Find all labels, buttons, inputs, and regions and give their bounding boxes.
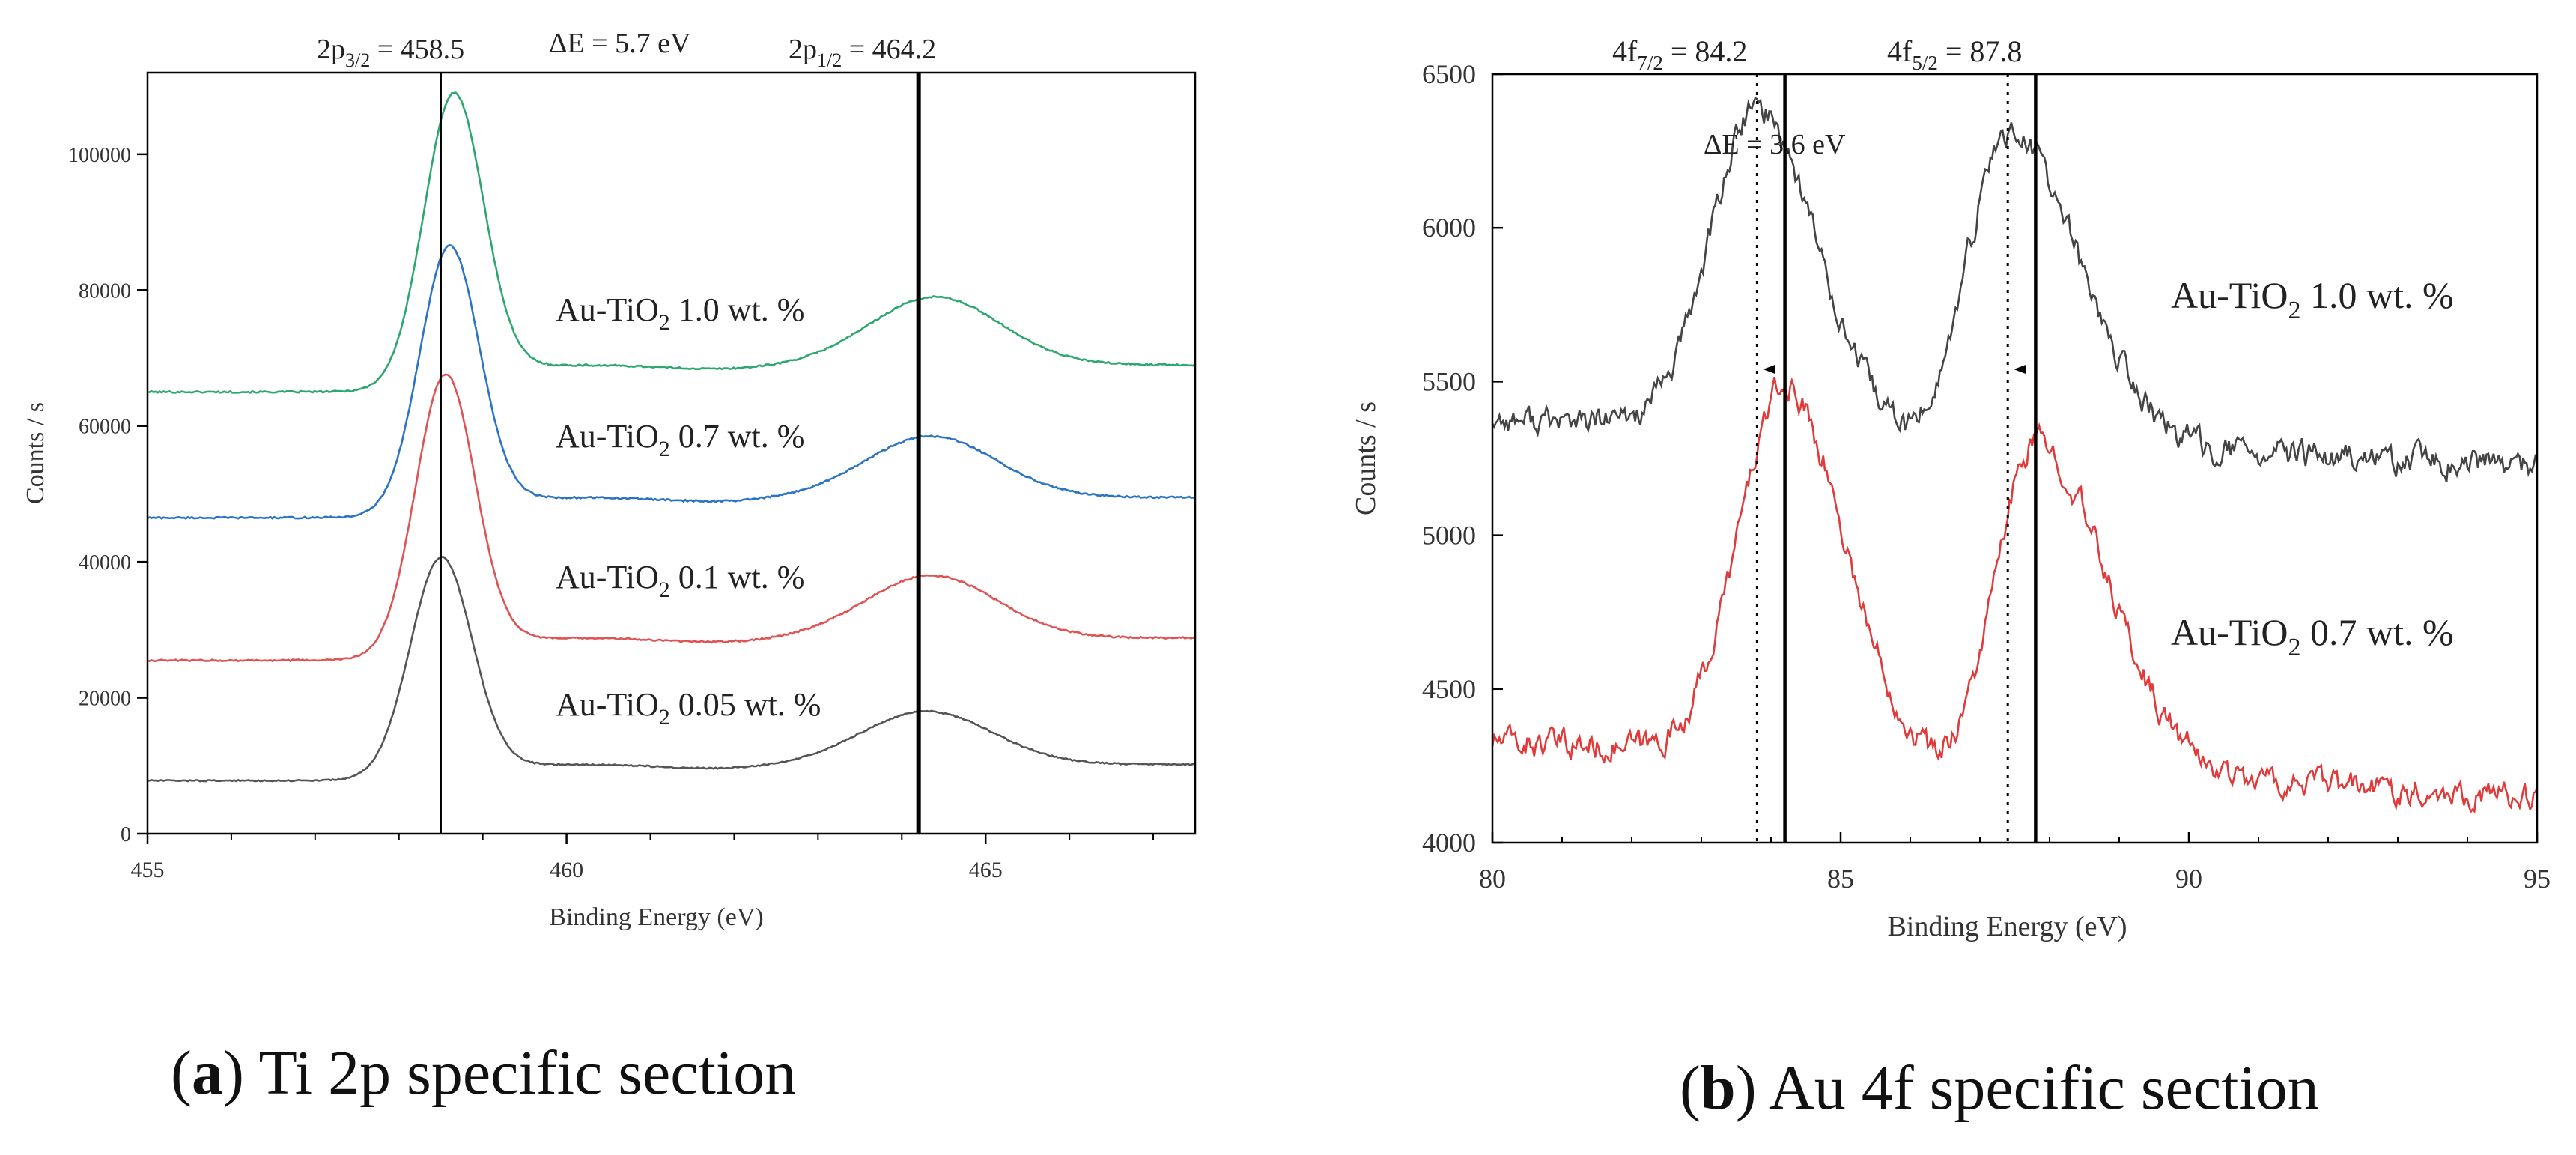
series-line-b-0 (1491, 97, 2539, 483)
annotation-4f52-b: 4f5/2 = 87.8 (1887, 34, 2022, 74)
y-tick-label-a-5: 100000 (68, 144, 131, 167)
series-label-a-2: Au-TiO2 0.1 wt. % (556, 559, 804, 602)
x-tick-label-b-1: 85 (1827, 864, 1854, 894)
chart-panel-a: 455 460 465 0 20000 40000 60000 80000 100000 Bind… (22, 28, 1197, 1108)
y-tick-label-b-2: 5000 (1422, 521, 1476, 551)
series-line-a-0 (147, 91, 1196, 395)
y-tick-label-a-0: 0 (121, 823, 131, 846)
chart-a: 455 460 465 0 20000 40000 60000 80000 100000 Bind… (22, 28, 1197, 931)
y-tick-label-a-3: 60000 (79, 416, 131, 439)
x-tick-label-b-0: 80 (1479, 864, 1506, 894)
y-axis-label-a: Counts / s (22, 402, 49, 504)
x-axis-label-a: Binding Energy (eV) (549, 903, 763, 931)
y-tick-label-b-3: 5500 (1422, 366, 1476, 396)
x-tick-label-a-2: 465 (969, 858, 1003, 882)
x-tick-label-b-3: 95 (2524, 864, 2551, 894)
annotation-delta-e-b: ΔE = 3.6 eV (1704, 129, 1846, 160)
series-line-a-3 (147, 556, 1196, 783)
caption-b-letter: b (1700, 1053, 1736, 1123)
x-tick-label-a-0: 455 (131, 858, 165, 882)
series-label-a-1: Au-TiO2 0.7 wt. % (556, 418, 804, 461)
annotation-2p12-a: 2p1/2 = 464.2 (789, 34, 936, 71)
series-label-a-3: Au-TiO2 0.05 wt. % (556, 686, 821, 730)
chart-b: 80 85 90 95 4000 4500 5000 5500 6000 6500 Binding … (1350, 34, 2551, 942)
plot-frame-b (1491, 73, 2539, 844)
y-tick-label-a-1: 20000 (79, 688, 131, 711)
y-tick-label-b-0: 4000 (1422, 828, 1476, 858)
y-axis-label-b: Counts / s (1350, 401, 1382, 515)
caption-a-text: Ti 2p specific section (258, 1038, 797, 1108)
series-line-b-1 (1491, 376, 2539, 814)
series-line-a-2 (147, 373, 1196, 663)
chart-panel-b: 80 85 90 95 4000 4500 5000 5500 6000 6500 Binding … (1288, 0, 2576, 1155)
annotation-2p32-a: 2p3/2 = 458.5 (317, 34, 464, 71)
x-axis-label-b: Binding Energy (eV) (1887, 911, 2127, 942)
caption-b: (b) Au 4f specific section (1680, 1053, 2319, 1123)
annotation-delta-e-a: ΔE = 5.7 eV (549, 28, 691, 59)
y-tick-label-a-2: 40000 (79, 551, 131, 575)
caption-b-text: Au 4f specific section (1769, 1053, 2319, 1123)
series-label-b-1: Au-TiO2 0.7 wt. % (2171, 611, 2454, 661)
y-tick-label-b-1: 4500 (1422, 674, 1476, 704)
y-tick-label-a-4: 80000 (79, 279, 131, 303)
series-label-b-0: Au-TiO2 1.0 wt. % (2171, 274, 2454, 324)
series-label-a-0: Au-TiO2 1.0 wt. % (556, 291, 804, 335)
x-tick-label-a-1: 460 (550, 858, 583, 882)
plot-frame-a (146, 71, 1197, 835)
shift-arrow-b-1 (2014, 364, 2026, 374)
y-tick-label-b-5: 6500 (1422, 59, 1476, 89)
caption-a: (a) Ti 2p specific section (171, 1038, 797, 1108)
caption-a-letter: a (191, 1038, 223, 1108)
shift-arrow-b-0 (1763, 364, 1775, 374)
series-line-a-1 (147, 243, 1196, 520)
y-tick-label-b-4: 6000 (1422, 213, 1476, 243)
x-tick-label-b-2: 90 (2175, 864, 2202, 894)
annotation-4f72-b: 4f7/2 = 84.2 (1612, 34, 1747, 74)
